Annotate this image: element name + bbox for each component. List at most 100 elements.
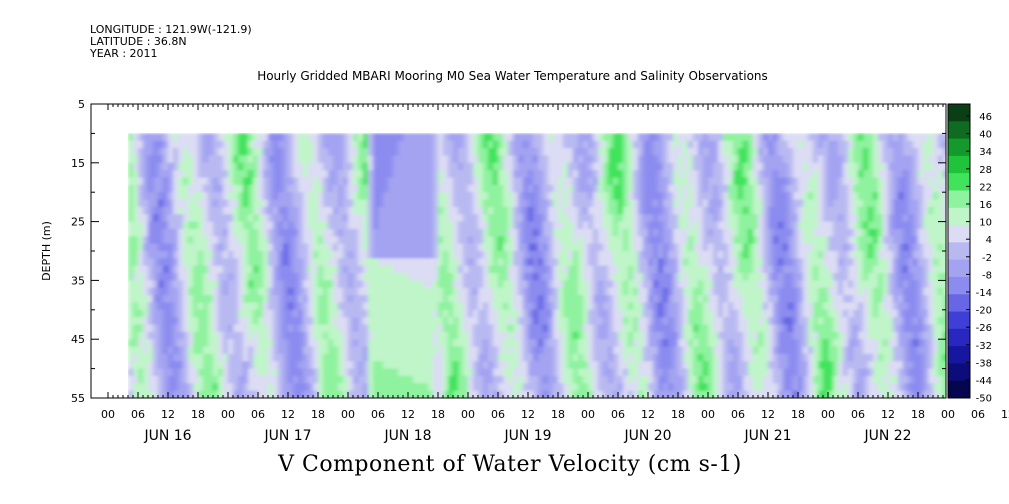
heatmap-cell: [563, 140, 569, 149]
heatmap-cell: [228, 258, 234, 267]
heatmap-cell: [133, 368, 139, 377]
heatmap-cell: [533, 221, 539, 230]
heatmap-cell: [778, 295, 784, 304]
heatmap-cell: [203, 148, 209, 157]
heatmap-cell: [413, 346, 419, 355]
heatmap-cell: [543, 214, 549, 223]
heatmap-cell: [328, 368, 334, 377]
heatmap-cell: [688, 361, 694, 370]
heatmap-cell: [418, 273, 424, 281]
heatmap-cell: [238, 353, 244, 362]
heatmap-cell: [248, 177, 254, 186]
heatmap-cell: [373, 221, 379, 230]
heatmap-cell: [348, 273, 354, 281]
heatmap-cell: [763, 273, 769, 281]
heatmap-cell: [688, 375, 694, 384]
heatmap-cell: [663, 265, 669, 274]
heatmap-cell: [313, 353, 319, 362]
heatmap-cell: [448, 214, 454, 223]
heatmap-cell: [178, 243, 184, 252]
heatmap-cell: [153, 324, 159, 333]
heatmap-cell: [743, 162, 749, 171]
heatmap-cell: [238, 192, 244, 201]
heatmap-cell: [798, 184, 804, 193]
heatmap-cell: [773, 339, 779, 348]
heatmap-cell: [713, 280, 719, 289]
heatmap-cell: [178, 324, 184, 333]
heatmap-cell: [133, 302, 139, 311]
heatmap-cell: [168, 368, 174, 377]
heatmap-cell: [768, 317, 774, 326]
heatmap-cell: [558, 368, 564, 377]
heatmap-cell: [523, 192, 529, 201]
heatmap-cell: [808, 140, 814, 149]
heatmap-cell: [403, 140, 409, 149]
heatmap-cell: [333, 177, 339, 186]
heatmap-cell: [603, 390, 609, 398]
heatmap-cell: [488, 368, 494, 377]
heatmap-cell: [403, 390, 409, 398]
heatmap-cell: [438, 280, 444, 289]
heatmap-cell: [468, 133, 474, 142]
heatmap-cell: [613, 170, 619, 179]
heatmap-cell: [368, 324, 374, 333]
heatmap-cell: [523, 295, 529, 304]
heatmap-cell: [378, 148, 384, 157]
heatmap-cell: [203, 243, 209, 252]
heatmap-cell: [478, 192, 484, 201]
heatmap-cell: [708, 295, 714, 304]
heatmap-cell: [333, 390, 339, 398]
heatmap-cell: [793, 339, 799, 348]
heatmap-cell: [788, 162, 794, 171]
heatmap-cell: [503, 221, 509, 230]
heatmap-cell: [338, 228, 344, 237]
heatmap-cell: [193, 206, 199, 215]
heatmap-cell: [218, 155, 224, 164]
heatmap-cell: [203, 295, 209, 304]
heatmap-cell: [248, 133, 254, 142]
heatmap-cell: [148, 155, 154, 164]
heatmap-cell: [143, 206, 149, 215]
heatmap-cell: [688, 273, 694, 281]
heatmap-cell: [753, 295, 759, 304]
heatmap-cell: [648, 295, 654, 304]
heatmap-cell: [623, 339, 629, 348]
heatmap-cell: [543, 177, 549, 186]
heatmap-cell: [468, 236, 474, 245]
heatmap-cell: [508, 133, 514, 142]
heatmap-cell: [798, 361, 804, 370]
heatmap-cell: [523, 390, 529, 398]
heatmap-cell: [383, 243, 389, 252]
heatmap-cell: [158, 309, 164, 318]
heatmap-cell: [203, 251, 209, 259]
heatmap-cell: [753, 199, 759, 208]
heatmap-cell: [578, 317, 584, 326]
heatmap-cell: [158, 199, 164, 208]
heatmap-cell: [178, 361, 184, 370]
heatmap-cell: [413, 324, 419, 333]
heatmap-cell: [738, 375, 744, 384]
heatmap-cell: [778, 273, 784, 281]
heatmap-cell: [543, 324, 549, 333]
heatmap-cell: [758, 148, 764, 157]
heatmap-cell: [748, 295, 754, 304]
heatmap-cell: [763, 243, 769, 252]
heatmap-cell: [188, 162, 194, 171]
heatmap-cell: [578, 339, 584, 348]
heatmap-cell: [493, 339, 499, 348]
heatmap-cell: [328, 214, 334, 223]
heatmap-cell: [618, 317, 624, 326]
heatmap-cell: [688, 221, 694, 230]
heatmap-cell: [213, 199, 219, 208]
heatmap-cell: [638, 199, 644, 208]
heatmap-cell: [763, 339, 769, 348]
heatmap-cell: [608, 295, 614, 304]
heatmap-cell: [228, 214, 234, 223]
heatmap-cell: [453, 331, 459, 340]
heatmap-cell: [458, 280, 464, 289]
heatmap-cell: [228, 170, 234, 179]
heatmap-cell: [163, 236, 169, 245]
heatmap-cell: [238, 258, 244, 267]
heatmap-cell: [343, 353, 349, 362]
heatmap-cell: [158, 251, 164, 259]
